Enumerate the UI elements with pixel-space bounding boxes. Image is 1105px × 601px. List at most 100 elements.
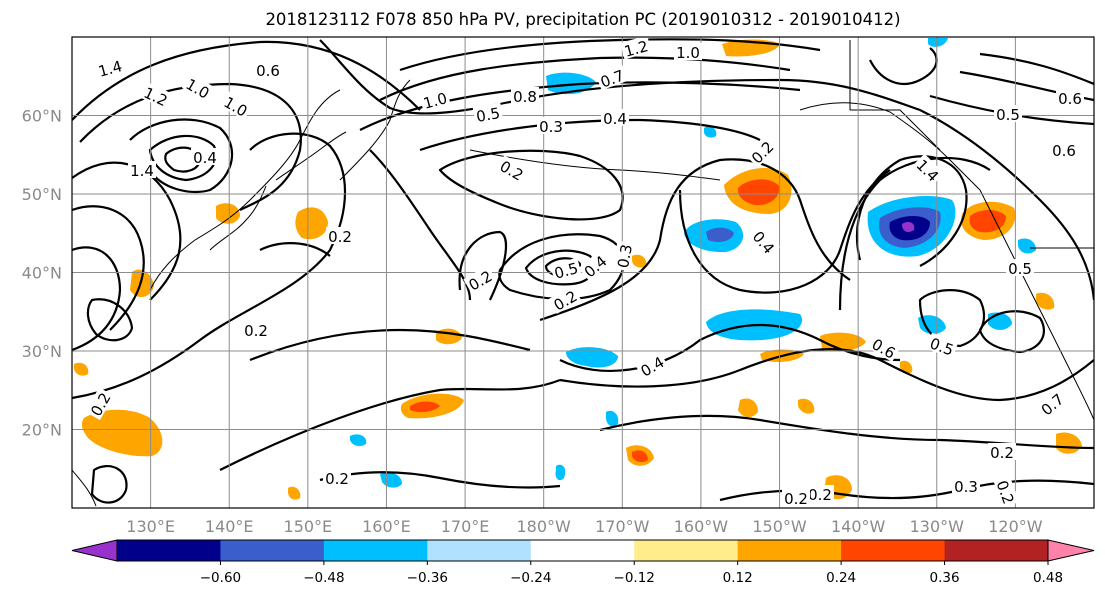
contour-label: 0.5 [994, 105, 1022, 124]
contour-label-knockout [254, 61, 282, 78]
pv-contour [249, 328, 531, 362]
coastline-alaska [799, 102, 981, 191]
precip-negative-patch [555, 464, 566, 481]
contour-label-text: 1.0 [676, 44, 700, 62]
pv-contour [399, 38, 821, 72]
contour-label: 1.4 [94, 55, 126, 81]
colorbar-tick-label: −0.12 [614, 570, 655, 586]
coastline-aleutian [469, 149, 721, 181]
precip-positive-patch [798, 398, 815, 414]
contour-label-knockout [578, 250, 611, 282]
contour-label-knockout [191, 148, 219, 165]
contour-label: 0.8 [511, 87, 539, 106]
latitude-label: 60°N [22, 107, 62, 126]
contour-label-knockout [85, 387, 114, 421]
contour-label-knockout [128, 161, 156, 178]
latitude-label: 50°N [22, 185, 62, 204]
pv-contour [72, 132, 346, 400]
pv-contour [919, 109, 1094, 301]
contour-label: 0.3 [612, 240, 636, 272]
contour-label-knockout [1056, 89, 1084, 106]
longitude-label: 150°W [752, 517, 807, 536]
colorbar: −0.60 −0.48 −0.36 −0.24 −0.12 0.12 0.24 0.36 0.4… [71, 539, 1095, 586]
contour-label-text: 0.5 [552, 259, 580, 283]
longitude-label: 150°E [284, 517, 333, 536]
precip-negative-patch [350, 434, 367, 447]
longitude-label: 140°E [205, 517, 254, 536]
pv-contour [219, 378, 561, 471]
contour-label: 0.5 [550, 257, 582, 283]
pv-contours [72, 38, 1094, 504]
pv-contour [148, 134, 218, 182]
pv-contour [72, 205, 145, 331]
contour-label-knockout [1050, 141, 1078, 158]
pv-contour [678, 169, 891, 294]
contour-label: 0.2 [806, 485, 834, 504]
contour-label-text: 0.3 [954, 478, 978, 496]
contour-label-knockout [1006, 259, 1034, 276]
precip-positive-patch [288, 486, 301, 500]
colorbar-segment [117, 540, 221, 561]
coastline-na-west [979, 189, 1094, 421]
contour-label-knockout [806, 485, 834, 502]
contour-label-text: 0.6 [256, 62, 280, 80]
contour-label: 1.0 [419, 87, 451, 113]
contour-label-knockout [612, 240, 635, 272]
contour-label-knockout [548, 285, 582, 314]
contour-label-text: 0.2 [990, 444, 1014, 462]
latitude-label: 40°N [22, 264, 62, 283]
contour-label-knockout [537, 117, 565, 134]
contour-label: 0.6 [1056, 89, 1084, 108]
contour-label-knockout [463, 265, 497, 294]
contour-label: 1.0 [674, 43, 702, 62]
contour-label-knockout [1035, 388, 1068, 420]
pv-contour [319, 39, 921, 115]
precip-negative-patch [918, 315, 946, 334]
longitude-label: 120°W [988, 517, 1043, 536]
contour-label: 0.3 [537, 117, 565, 136]
contour-label: 0.2 [782, 489, 810, 508]
colorbar-segment [737, 540, 842, 561]
contour-label-knockout [601, 109, 629, 126]
contour-label-knockout [495, 155, 529, 184]
contour-label-text: 0.3 [614, 243, 636, 270]
coastline-philippines [72, 469, 97, 507]
pv-contour [978, 310, 1046, 354]
contour-label-text: 1.4 [96, 57, 124, 81]
contour-label-text: 0.4 [603, 110, 627, 128]
longitude-label: 170°W [595, 517, 650, 536]
precip-negative-patch [380, 472, 402, 488]
precip-positive-patch [74, 362, 89, 376]
contour-label-knockout [595, 64, 628, 91]
coastline-asia [149, 89, 341, 291]
contour-label-knockout [323, 469, 351, 486]
contour-label-knockout [94, 55, 126, 80]
colorbar-tick-label: 0.12 [723, 570, 753, 586]
contour-label-knockout [674, 43, 702, 60]
contour-label: 0.2 [323, 469, 351, 488]
longitude-label: 130°W [910, 517, 965, 536]
precip-positive-patch [216, 203, 240, 224]
contour-label-knockout [472, 102, 504, 125]
colorbar-segment [427, 540, 532, 561]
precip-positive-patch [738, 398, 758, 418]
contour-label-knockout [550, 257, 582, 282]
colorbar-segment [944, 540, 1049, 561]
contour-label: 0.4 [601, 109, 629, 128]
contour-label-knockout [139, 81, 173, 110]
contour-label-text: 0.6 [1052, 142, 1076, 160]
longitude-label: 170°E [441, 517, 490, 536]
pv-contour [838, 156, 991, 311]
colorbar-tick-label: −0.60 [200, 570, 241, 586]
precip-positive-core [737, 179, 780, 206]
pv-contour [90, 464, 128, 504]
colorbar-segment [220, 540, 325, 561]
colorbar-extend-max [1047, 539, 1095, 562]
contour-label-knockout [993, 475, 1020, 508]
pv-contour [498, 233, 625, 301]
contour-label-knockout [867, 333, 901, 362]
map-frame [71, 36, 1095, 509]
contour-label-text: 0.6 [1058, 90, 1082, 108]
contour-label-knockout [748, 225, 780, 258]
pv-contour [458, 230, 507, 301]
